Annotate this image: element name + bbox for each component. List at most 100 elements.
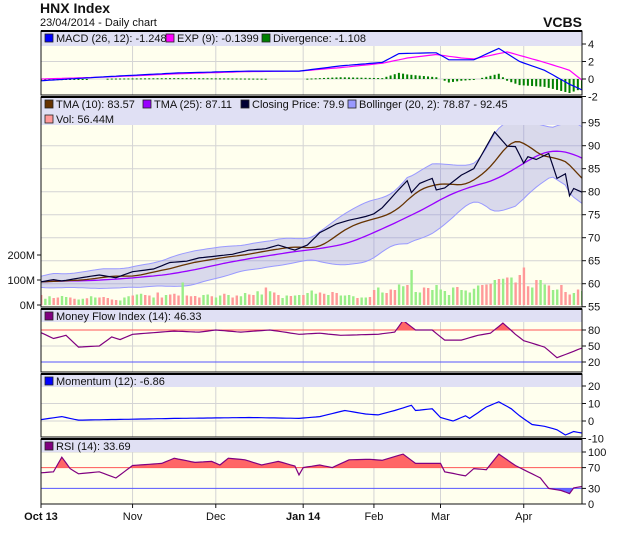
price-legend-swatch [44,114,54,124]
divergence-bar [356,77,359,79]
chart-subtitle: 23/04/2014 - Daily chart [40,17,157,29]
volume-bar [223,293,226,305]
divergence-bar [252,78,255,80]
volume-bar [56,297,60,305]
divergence-bar [576,79,579,91]
divergence-bar [489,75,492,79]
volume-bar [94,297,97,305]
price-ytick-label: 90 [588,141,600,153]
volume-bar [198,297,201,305]
divergence-bar [522,79,525,86]
volume-bar [152,297,155,305]
volume-bar [568,294,571,305]
price-legend-bg [41,97,582,125]
rsi-ytick-label: 30 [588,483,600,495]
volume-bar [356,298,359,305]
volume-bar [468,292,472,305]
divergence-bar [235,78,238,80]
tma10-line [41,141,582,283]
macd-line [41,47,582,91]
divergence-bar [389,75,392,79]
divergence-bar [189,78,192,80]
divergence-bar [468,79,471,81]
divergence-bar [485,76,488,79]
x-tick-label: Jan 14 [286,511,321,523]
volume-bar [160,297,164,305]
divergence-bar [322,77,325,79]
divergence-bar [214,78,217,80]
macd-legend-swatch [165,33,175,43]
divergence-bar [514,79,517,84]
divergence-bar [160,78,163,80]
volume-bar [293,295,297,305]
divergence-bar [202,78,205,80]
chart-title: HNX Index [40,0,111,16]
volume-bar [418,292,422,305]
volume-tick-label: 0M [20,300,35,312]
volume-bar [347,295,351,305]
volume-bar [531,287,534,305]
divergence-bar [506,79,509,81]
divergence-bar [572,79,575,92]
volume-bar [377,287,380,305]
volume-bar [435,285,438,305]
volume-bar [556,289,559,305]
volume-bar [260,294,263,305]
divergence-bar [206,78,209,80]
volume-bar [451,287,455,305]
volume-bar [551,290,555,305]
mfi-plot [41,319,582,363]
momentum-legend-label: Momentum (12): -6.86 [56,376,165,388]
volume-bar [156,292,159,305]
mfi-legend-bg [41,309,582,322]
volume-bar [243,293,247,305]
divergence-bar [69,79,72,80]
volume-bar [44,298,47,305]
volume-bar [131,295,134,305]
volume-bar [206,294,209,305]
volume-bar [456,287,459,305]
volume-bar [273,292,276,305]
volume-bar [144,295,147,305]
macd-plot [41,47,582,93]
divergence-bar [335,77,338,79]
divergence-bar [331,77,334,79]
divergence-bar [368,77,371,79]
price-legend-label: Closing Price: 79.9 [252,99,344,111]
x-tick-label: Dec [206,511,226,523]
macd-legend-bg [41,31,582,46]
rsi-legend-label: RSI (14): 33.69 [56,441,131,453]
volume-bar [239,296,243,305]
divergence-bar [539,79,542,87]
price-legend-label: Bollinger (20, 2): 78.87 - 92.45 [359,99,508,111]
volume-bar [52,298,55,305]
volume-bar [202,295,205,305]
volume-bar [322,293,326,305]
divergence-bar [568,79,571,93]
divergence-bar [352,77,355,79]
divergence-bar [181,78,184,80]
volume-bar [41,295,43,305]
divergence-bar [372,77,375,79]
price-legend-label: TMA (10): 83.57 [56,99,135,111]
volume-bar [127,296,130,305]
price-ytick-label: 85 [588,164,600,176]
divergence-bar [564,79,567,92]
divergence-bar [243,78,246,80]
volume-bar [268,291,272,305]
volume-bar [81,298,85,305]
divergence-bar [472,79,475,80]
divergence-bar [248,78,251,80]
volume-bar [331,292,334,305]
volume-bar [464,290,467,305]
macd-legend-label: Divergence: -1.108 [273,33,366,45]
rsi-ytick-label: 70 [588,463,600,475]
volume-bar [77,299,80,305]
volume-bar [564,292,567,305]
volume-bar [60,296,64,305]
divergence-bar [431,76,434,79]
divergence-bar [410,74,413,79]
volume-bar [389,289,392,305]
volume-bar [506,277,509,305]
